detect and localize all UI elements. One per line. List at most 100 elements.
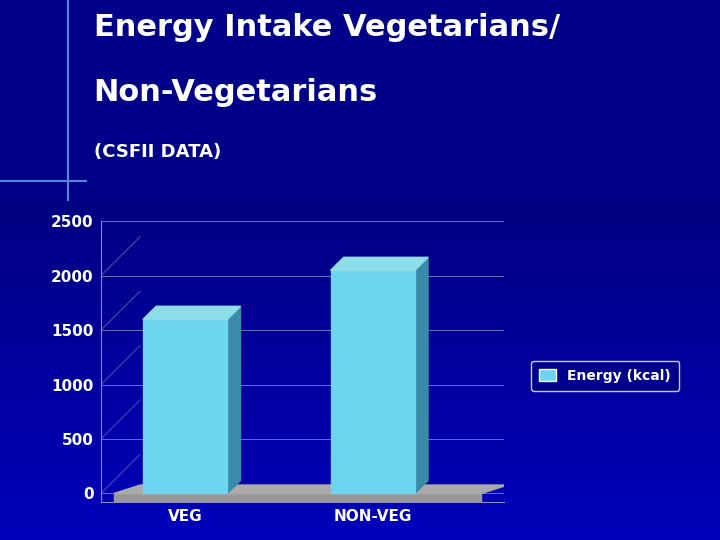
Bar — [0, 66, 720, 69]
Bar — [0, 491, 720, 493]
Bar — [0, 344, 720, 346]
Bar — [0, 155, 720, 157]
Bar — [0, 162, 720, 164]
Bar — [0, 281, 720, 282]
Bar — [0, 272, 720, 274]
Bar — [0, 285, 720, 286]
Bar — [0, 20, 720, 22]
Bar — [0, 18, 720, 20]
Bar — [0, 160, 720, 162]
Bar — [0, 423, 720, 425]
Bar — [0, 22, 720, 23]
Bar — [0, 502, 720, 504]
Bar — [0, 4, 720, 5]
Bar — [0, 524, 720, 525]
Bar — [0, 471, 720, 474]
Bar — [0, 421, 720, 423]
Bar — [0, 135, 720, 137]
Bar — [0, 525, 720, 528]
Bar — [0, 274, 720, 275]
Text: Energy Intake Vegetarians/: Energy Intake Vegetarians/ — [94, 14, 559, 43]
Bar — [0, 182, 720, 184]
Bar — [0, 308, 720, 309]
Bar — [0, 241, 720, 243]
Bar — [0, 437, 720, 439]
Bar — [0, 482, 720, 484]
Bar — [0, 173, 720, 174]
Bar — [0, 15, 720, 16]
Bar — [0, 362, 720, 363]
Bar — [0, 495, 720, 497]
Bar — [0, 96, 720, 97]
Bar — [0, 326, 720, 328]
Bar — [0, 382, 720, 383]
Bar — [0, 12, 720, 15]
Bar — [0, 504, 720, 506]
Bar — [0, 282, 720, 285]
Bar — [0, 515, 720, 517]
Bar — [0, 302, 720, 304]
Bar — [0, 146, 720, 147]
Bar — [0, 506, 720, 508]
Bar — [0, 90, 720, 92]
Bar — [0, 52, 720, 54]
Bar — [0, 97, 720, 99]
Bar — [0, 339, 720, 340]
Bar — [0, 396, 720, 398]
Bar — [0, 535, 720, 536]
Bar — [0, 414, 720, 416]
Bar — [0, 436, 720, 437]
Bar — [0, 86, 720, 88]
Bar — [0, 216, 720, 218]
Bar — [0, 56, 720, 58]
Bar — [0, 268, 720, 270]
Bar — [0, 353, 720, 355]
Bar — [0, 32, 720, 34]
Bar — [0, 85, 720, 86]
Bar — [0, 536, 720, 538]
Bar — [0, 180, 720, 182]
Bar — [0, 295, 720, 297]
Bar — [0, 225, 720, 227]
Bar — [0, 538, 720, 540]
Bar — [0, 200, 720, 201]
Bar — [0, 498, 720, 501]
Bar — [0, 275, 720, 277]
Bar — [0, 243, 720, 245]
Bar — [0, 369, 720, 371]
Bar — [0, 212, 720, 214]
Bar — [0, 193, 720, 194]
Bar — [0, 351, 720, 353]
Bar — [0, 231, 720, 232]
Bar — [0, 207, 720, 209]
Bar — [0, 420, 720, 421]
Bar — [0, 261, 720, 263]
Bar — [0, 47, 720, 49]
Bar — [0, 9, 720, 11]
Bar — [0, 137, 720, 139]
Bar — [0, 147, 720, 150]
Bar — [0, 288, 720, 290]
Bar — [0, 0, 720, 2]
Bar — [0, 63, 720, 65]
Bar — [0, 367, 720, 369]
Bar — [0, 187, 720, 189]
Bar — [0, 265, 720, 266]
Bar — [0, 221, 720, 223]
Polygon shape — [143, 306, 240, 319]
Bar — [0, 309, 720, 312]
Bar — [0, 174, 720, 177]
Bar — [0, 412, 720, 414]
Bar — [0, 488, 720, 490]
Bar — [0, 428, 720, 430]
Bar — [0, 128, 720, 130]
Bar — [0, 376, 720, 378]
Bar — [0, 312, 720, 313]
Bar — [0, 322, 720, 324]
Bar — [0, 227, 720, 228]
Bar — [0, 81, 720, 83]
Bar — [0, 110, 720, 112]
Bar — [0, 0, 720, 200]
Bar — [0, 333, 720, 335]
Bar — [0, 211, 720, 212]
